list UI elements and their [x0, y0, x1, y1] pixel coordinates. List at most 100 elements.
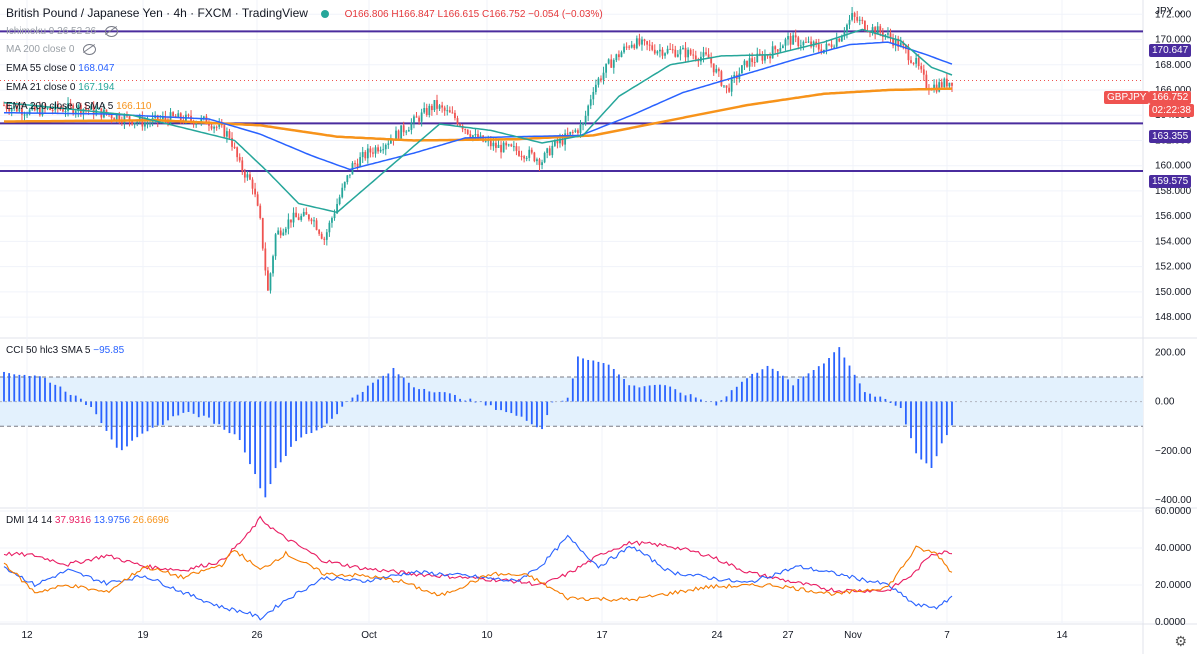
candle-body	[710, 58, 713, 64]
candle-body	[756, 53, 759, 63]
symbol-title[interactable]: British Pound / Japanese Yen · 4h · FXCM…	[6, 6, 308, 20]
candle-body	[902, 42, 905, 46]
cci-bar	[290, 401, 292, 447]
cci-bar	[577, 356, 579, 402]
candle-body	[774, 46, 777, 50]
gear-icon[interactable]: ⚙	[1174, 633, 1187, 649]
candle-body	[897, 38, 900, 47]
candle-body	[656, 51, 659, 54]
cci-pane[interactable]	[0, 347, 1143, 498]
candle-body	[136, 121, 139, 123]
candle-body	[835, 38, 838, 47]
candle-body	[612, 60, 615, 68]
candle-body	[653, 49, 656, 54]
legend-ema21[interactable]: EMA 21 close 0 167.194	[6, 82, 114, 93]
cci-bar	[331, 401, 333, 419]
ema200-label: EMA 200 close 0 SMA 5	[6, 101, 114, 112]
legend-ema200[interactable]: EMA 200 close 0 SMA 5 166.110	[6, 101, 151, 112]
cci-bar	[469, 398, 472, 402]
candle-body	[912, 62, 915, 64]
candle-body	[346, 175, 349, 183]
candle-body	[530, 149, 533, 153]
candle-body	[389, 139, 392, 144]
candle-body	[676, 54, 679, 57]
candle-body	[202, 116, 205, 119]
cci-bar	[156, 401, 159, 426]
cci-bar	[910, 401, 912, 439]
cci-bar	[725, 396, 728, 402]
cci-bar	[459, 398, 461, 402]
currency-selector[interactable]: JPY ⌄	[1155, 6, 1184, 17]
cci-bar	[602, 363, 605, 402]
candle-body	[123, 115, 126, 124]
candle-body	[443, 107, 446, 111]
legend-ema55[interactable]: EMA 55 close 0 168.047	[6, 63, 114, 74]
level-badge: 163.355	[1149, 130, 1192, 143]
legend-ma200[interactable]: MA 200 close 0	[6, 44, 97, 56]
candle-body	[712, 63, 715, 73]
cci-bar	[843, 357, 846, 402]
dmi-pane[interactable]	[3, 515, 953, 621]
y-tick-label: 148.000	[1155, 312, 1192, 323]
candle-body	[115, 114, 118, 120]
cci-bar	[853, 374, 856, 402]
candle-body	[338, 197, 341, 204]
x-tick-label: 7	[944, 630, 950, 641]
candle-body	[10, 108, 13, 112]
cci-bar	[700, 399, 702, 402]
cci-bar	[520, 401, 523, 417]
change-value: −0.054 (−0.03%)	[528, 9, 603, 20]
candle-body	[120, 121, 123, 124]
x-tick-label: 10	[481, 630, 493, 641]
candle-body	[226, 131, 228, 137]
cci-bar	[397, 374, 400, 402]
level-badge: 159.575	[1149, 175, 1192, 188]
cci-bar	[689, 394, 692, 402]
candle-body	[851, 13, 853, 20]
cci-bar	[648, 385, 651, 402]
dmi-y-tick: 20.0000	[1155, 580, 1192, 591]
legend-ichimoku[interactable]: Ichimoku 9 26 52 26	[6, 26, 118, 37]
candle-body	[820, 49, 823, 53]
cci-bar	[730, 390, 733, 402]
cci-bar	[402, 377, 405, 402]
candle-body	[323, 238, 326, 240]
legend-dmi[interactable]: DMI 14 14 37.9316 13.9756 26.6696	[6, 515, 169, 526]
candle-body	[846, 24, 848, 33]
candle-body	[541, 162, 543, 166]
cci-bar	[361, 391, 364, 402]
candle-body	[172, 112, 175, 116]
cci-bar	[28, 375, 31, 402]
ema200-value: 166.110	[116, 101, 152, 112]
cci-bar	[100, 401, 103, 424]
candle-body	[871, 27, 874, 33]
x-tick-label: 12	[21, 630, 33, 641]
cci-bar	[238, 401, 241, 441]
hidden-eye-icon[interactable]	[83, 44, 97, 55]
candle-body	[126, 115, 128, 117]
candle-body	[26, 114, 28, 116]
cci-bar	[464, 400, 467, 402]
market-status-icon	[321, 9, 330, 18]
candle-body	[495, 142, 497, 148]
candle-body	[781, 45, 784, 49]
candle-body	[876, 26, 879, 35]
candle-body	[725, 85, 728, 88]
price-pane[interactable]	[0, 6, 1143, 294]
candle-body	[723, 85, 725, 87]
cci-bar	[664, 385, 666, 402]
candle-body	[582, 123, 584, 125]
cci-y-tick: −400.00	[1155, 495, 1192, 506]
candle-body	[113, 118, 116, 120]
candle-body	[641, 39, 643, 45]
candle-body	[817, 44, 820, 50]
legend-cci[interactable]: CCI 50 hlc3 SMA 5 −95.85	[6, 345, 124, 356]
candle-body	[635, 38, 638, 49]
candle-body	[528, 149, 531, 158]
y-tick-label: 158.000	[1155, 186, 1192, 197]
ma200-label: MA 200 close 0	[6, 44, 75, 56]
hidden-eye-icon[interactable]	[104, 26, 118, 37]
dmi-adx-value: 26.6696	[132, 515, 169, 526]
candle-body	[643, 39, 646, 42]
